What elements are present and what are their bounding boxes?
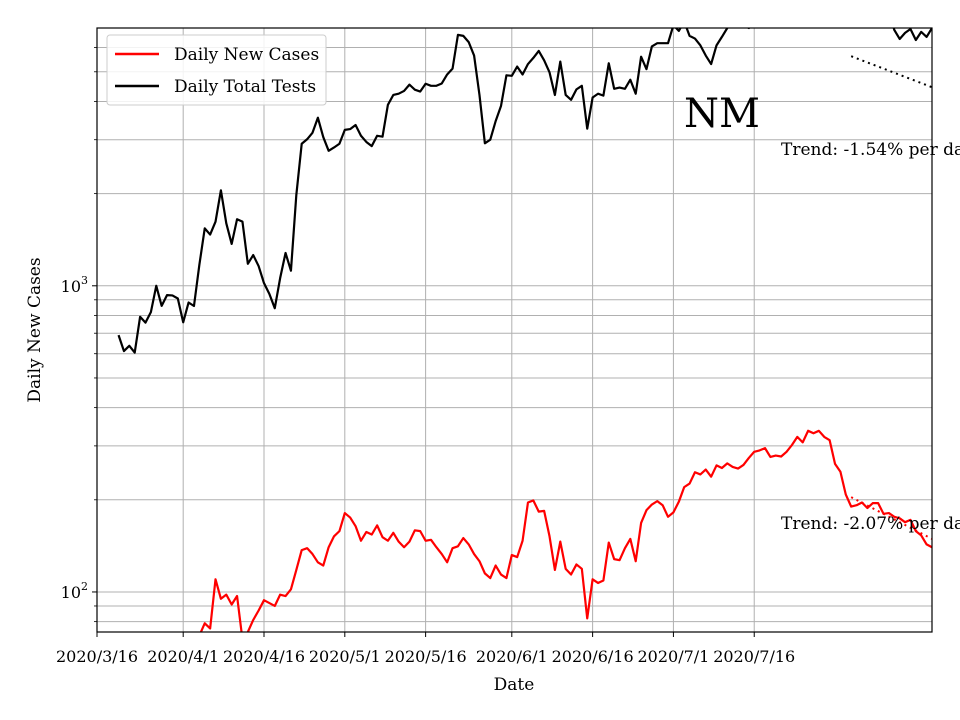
x-tick-label: 2020/5/1 bbox=[309, 647, 381, 666]
x-tick-label: 2020/3/16 bbox=[56, 647, 138, 666]
trend-line-tests bbox=[850, 55, 932, 89]
grid-lines bbox=[96, 28, 932, 632]
plot-series bbox=[117, 28, 932, 632]
tests-trend-label: Trend: -1.54% per day bbox=[781, 140, 960, 160]
x-tick-label: 2020/6/1 bbox=[476, 647, 548, 666]
x-tick-label: 2020/5/16 bbox=[385, 647, 467, 666]
legend-box bbox=[106, 34, 327, 106]
y-tick-label: 103 bbox=[61, 274, 88, 296]
x-axis-label: Date bbox=[494, 675, 535, 695]
series-line-cases bbox=[199, 429, 932, 632]
x-tick-label: 2020/7/1 bbox=[637, 647, 709, 666]
series-line-tests bbox=[117, 28, 932, 354]
x-tick-label: 2020/6/16 bbox=[552, 647, 634, 666]
x-tick-label: 2020/7/16 bbox=[713, 647, 795, 666]
y-tick-label: 102 bbox=[61, 580, 88, 602]
y-axis-label: Daily New Cases bbox=[25, 257, 45, 402]
y-axis-ticks: 102 103 bbox=[61, 47, 97, 623]
cases-trend-label: Trend: -2.07% per day bbox=[781, 514, 960, 534]
legend: Daily New Cases Daily Total Tests bbox=[106, 34, 327, 106]
x-tick-label: 2020/4/1 bbox=[147, 647, 219, 666]
state-label: NM bbox=[684, 91, 760, 137]
legend-label-cases: Daily New Cases bbox=[174, 45, 319, 65]
legend-label-tests: Daily Total Tests bbox=[174, 77, 316, 97]
x-tick-label: 2020/4/16 bbox=[223, 647, 305, 666]
plot-frame bbox=[96, 27, 933, 633]
x-axis-ticks: 2020/3/16 2020/4/1 2020/4/16 2020/5/1 2020/5… bbox=[56, 632, 795, 666]
